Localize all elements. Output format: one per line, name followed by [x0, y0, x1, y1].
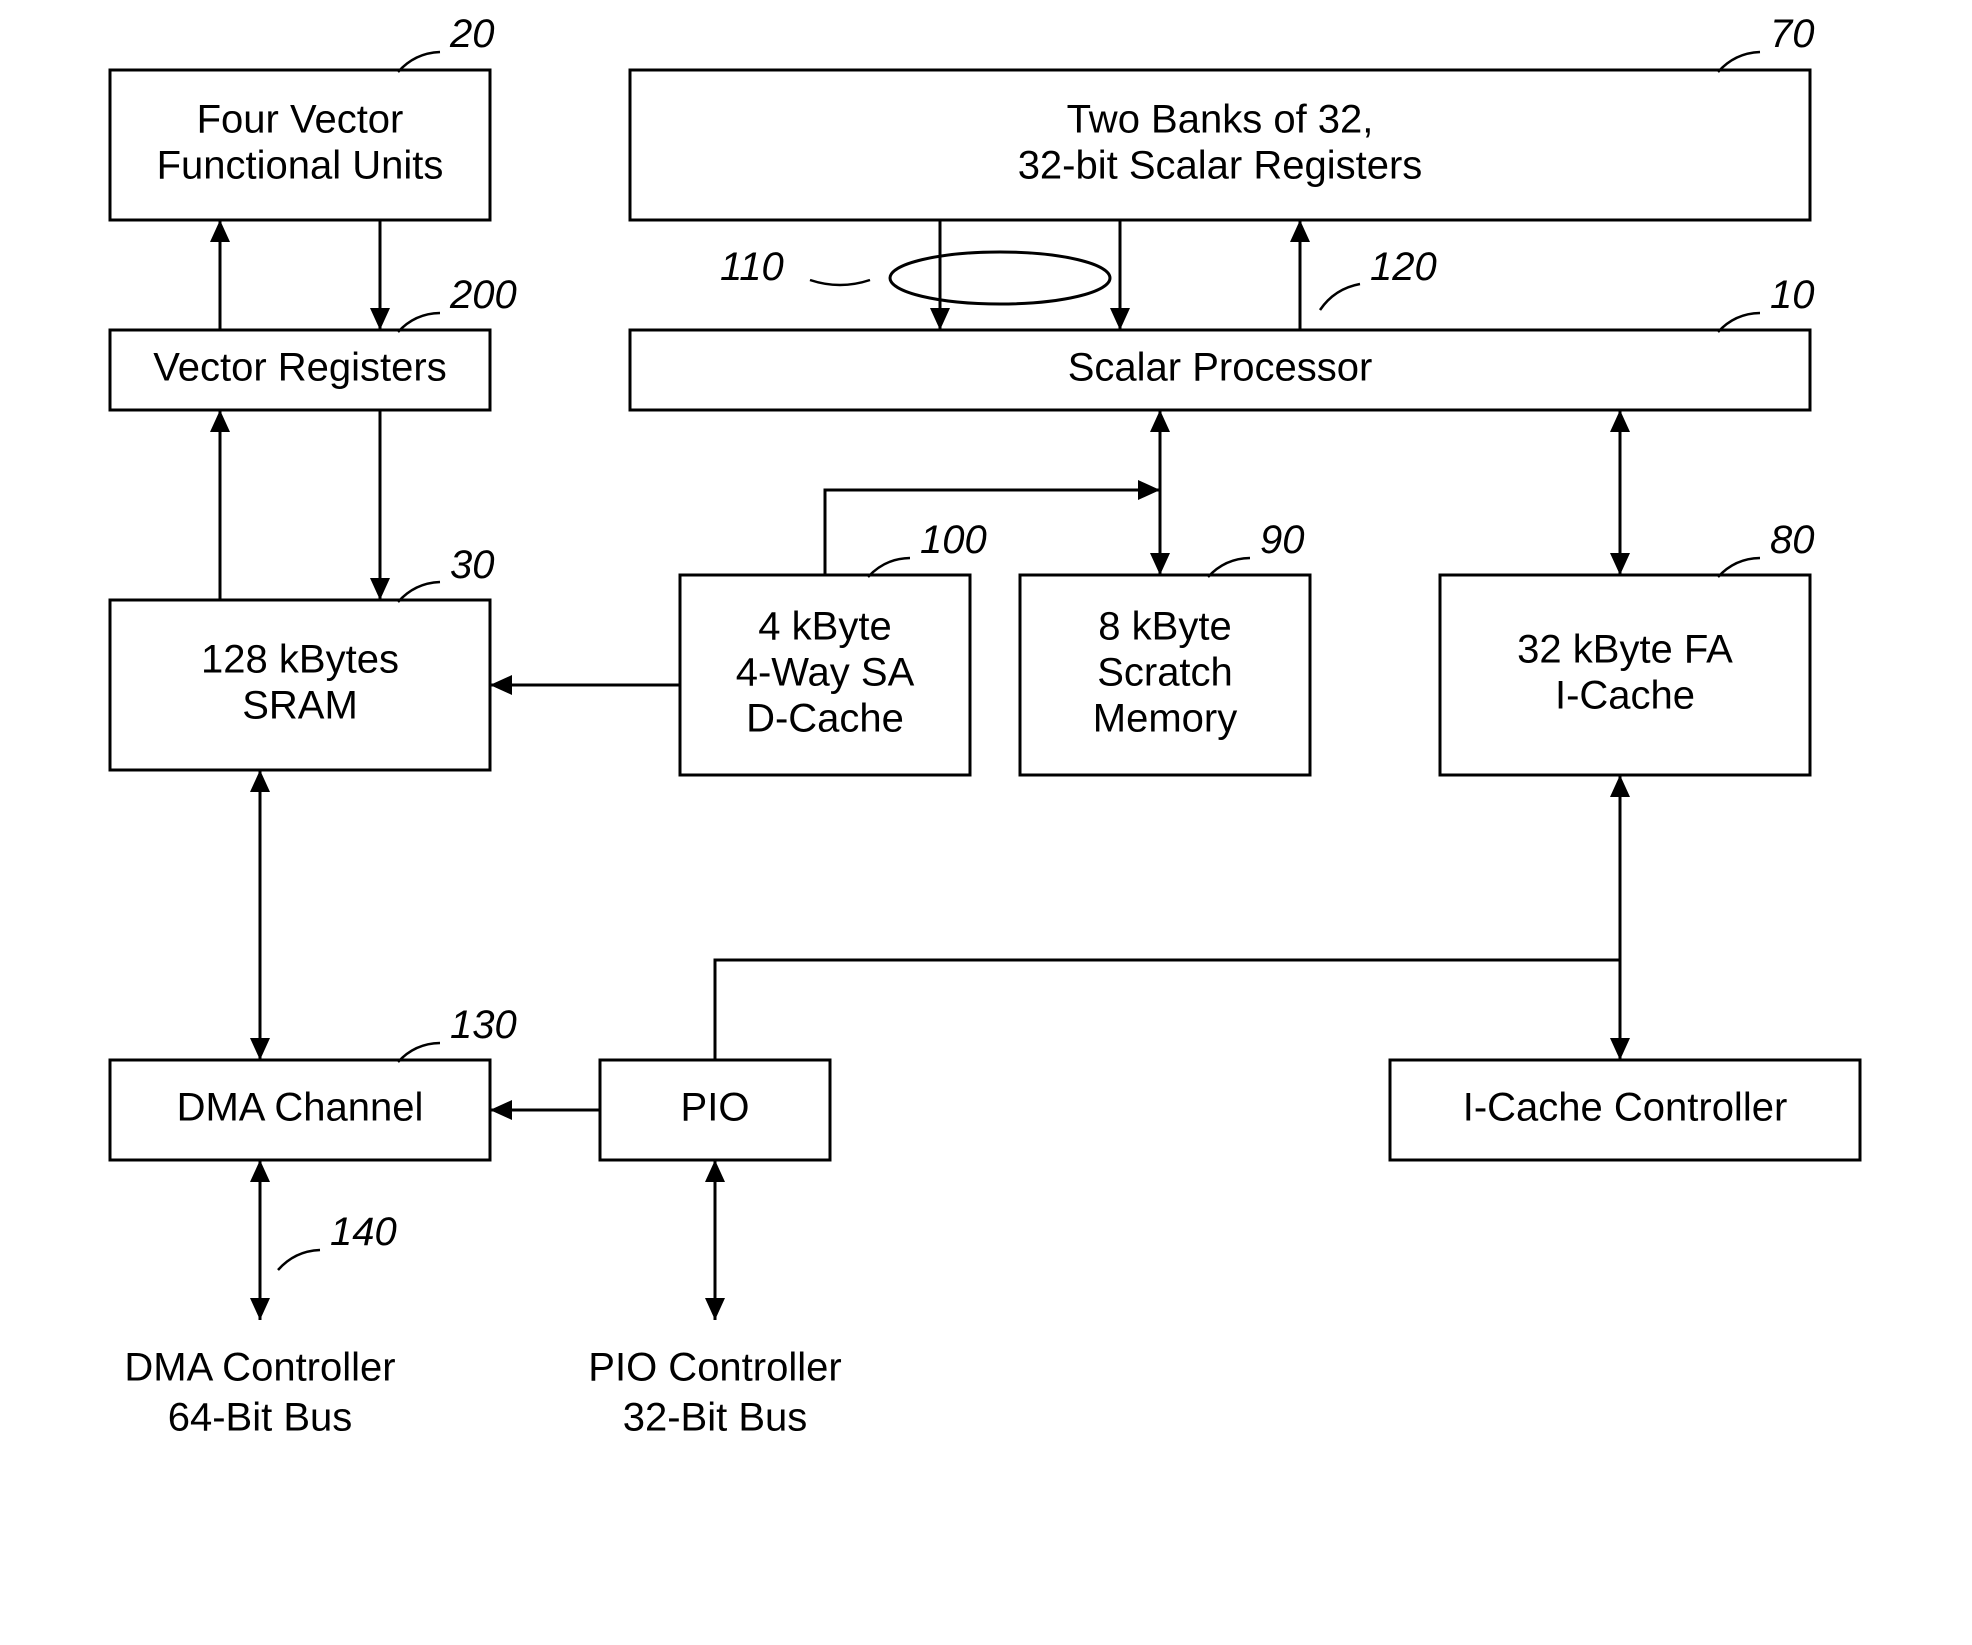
edge-dma-icachectl: [715, 960, 1620, 1060]
ref-vec_reg: 200: [449, 273, 517, 317]
leader-ref110: [810, 280, 870, 285]
box-icache: 32 kByte FAI-Cache: [1440, 575, 1810, 775]
box-scalar_proc: Scalar Processor: [630, 330, 1810, 410]
box-label-scalar_reg: 32-bit Scalar Registers: [1018, 144, 1423, 188]
box-label-pio: PIO: [681, 1086, 750, 1130]
bottom-label-1: 32-Bit Bus: [623, 1396, 808, 1440]
box-label-scratch: Scratch: [1097, 651, 1233, 695]
box-label-dma: DMA Channel: [177, 1086, 424, 1130]
box-pio: PIO: [600, 1060, 830, 1160]
leader-ref140: [278, 1250, 320, 1270]
ref-sram: 30: [450, 543, 495, 587]
annotation-ellipse-110: [890, 252, 1110, 304]
ref-ref140: 140: [330, 1210, 397, 1254]
ref-ref120: 120: [1370, 245, 1437, 289]
box-label-scalar_reg: Two Banks of 32,: [1067, 98, 1374, 142]
box-sram: 128 kBytesSRAM: [110, 600, 490, 770]
box-label-scratch: 8 kByte: [1098, 605, 1231, 649]
ref-icache: 80: [1770, 518, 1815, 562]
box-label-icache: I-Cache: [1555, 674, 1695, 718]
box-label-icache: 32 kByte FA: [1517, 628, 1733, 672]
bottom-label-0: DMA Controller: [124, 1346, 395, 1390]
box-label-scalar_proc: Scalar Processor: [1068, 346, 1373, 390]
ref-dma: 130: [450, 1003, 517, 1047]
ref-dcache: 100: [920, 518, 987, 562]
box-label-vec_fu: Functional Units: [157, 144, 444, 188]
box-dcache: 4 kByte4-Way SAD-Cache: [680, 575, 970, 775]
box-scratch: 8 kByteScratchMemory: [1020, 575, 1310, 775]
box-label-scratch: Memory: [1093, 697, 1237, 741]
box-label-vec_fu: Four Vector: [197, 98, 404, 142]
ref-scalar_proc: 10: [1770, 273, 1815, 317]
box-vec_reg: Vector Registers: [110, 330, 490, 410]
box-label-icache_ctl: I-Cache Controller: [1463, 1086, 1788, 1130]
box-label-sram: 128 kBytes: [201, 638, 399, 682]
box-dma: DMA Channel: [110, 1060, 490, 1160]
ref-scratch: 90: [1260, 518, 1305, 562]
box-label-sram: SRAM: [242, 684, 358, 728]
ref-ref110: 110: [720, 245, 784, 289]
box-vec_fu: Four VectorFunctional Units: [110, 70, 490, 220]
box-icache_ctl: I-Cache Controller: [1390, 1060, 1860, 1160]
box-label-dcache: 4 kByte: [758, 605, 891, 649]
box-label-dcache: D-Cache: [746, 697, 904, 741]
bottom-label-1: PIO Controller: [588, 1346, 841, 1390]
bottom-label-0: 64-Bit Bus: [168, 1396, 353, 1440]
leader-ref120: [1320, 284, 1360, 310]
ref-vec_fu: 20: [449, 12, 495, 56]
box-label-vec_reg: Vector Registers: [153, 346, 446, 390]
edge-proc-dcache: [825, 490, 1160, 575]
ref-scalar_reg: 70: [1770, 12, 1815, 56]
box-label-dcache: 4-Way SA: [736, 651, 915, 695]
box-scalar_reg: Two Banks of 32,32-bit Scalar Registers: [630, 70, 1810, 220]
